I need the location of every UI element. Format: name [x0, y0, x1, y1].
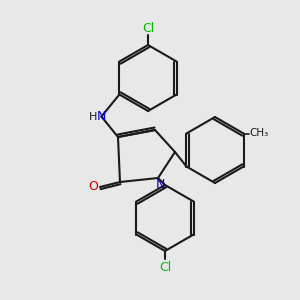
Text: Cl: Cl — [159, 261, 171, 274]
Text: CH₃: CH₃ — [250, 128, 269, 139]
Text: O: O — [88, 181, 98, 194]
Text: N: N — [155, 178, 165, 190]
Text: Cl: Cl — [142, 22, 154, 35]
Text: N: N — [97, 110, 106, 123]
Text: H: H — [89, 112, 98, 122]
